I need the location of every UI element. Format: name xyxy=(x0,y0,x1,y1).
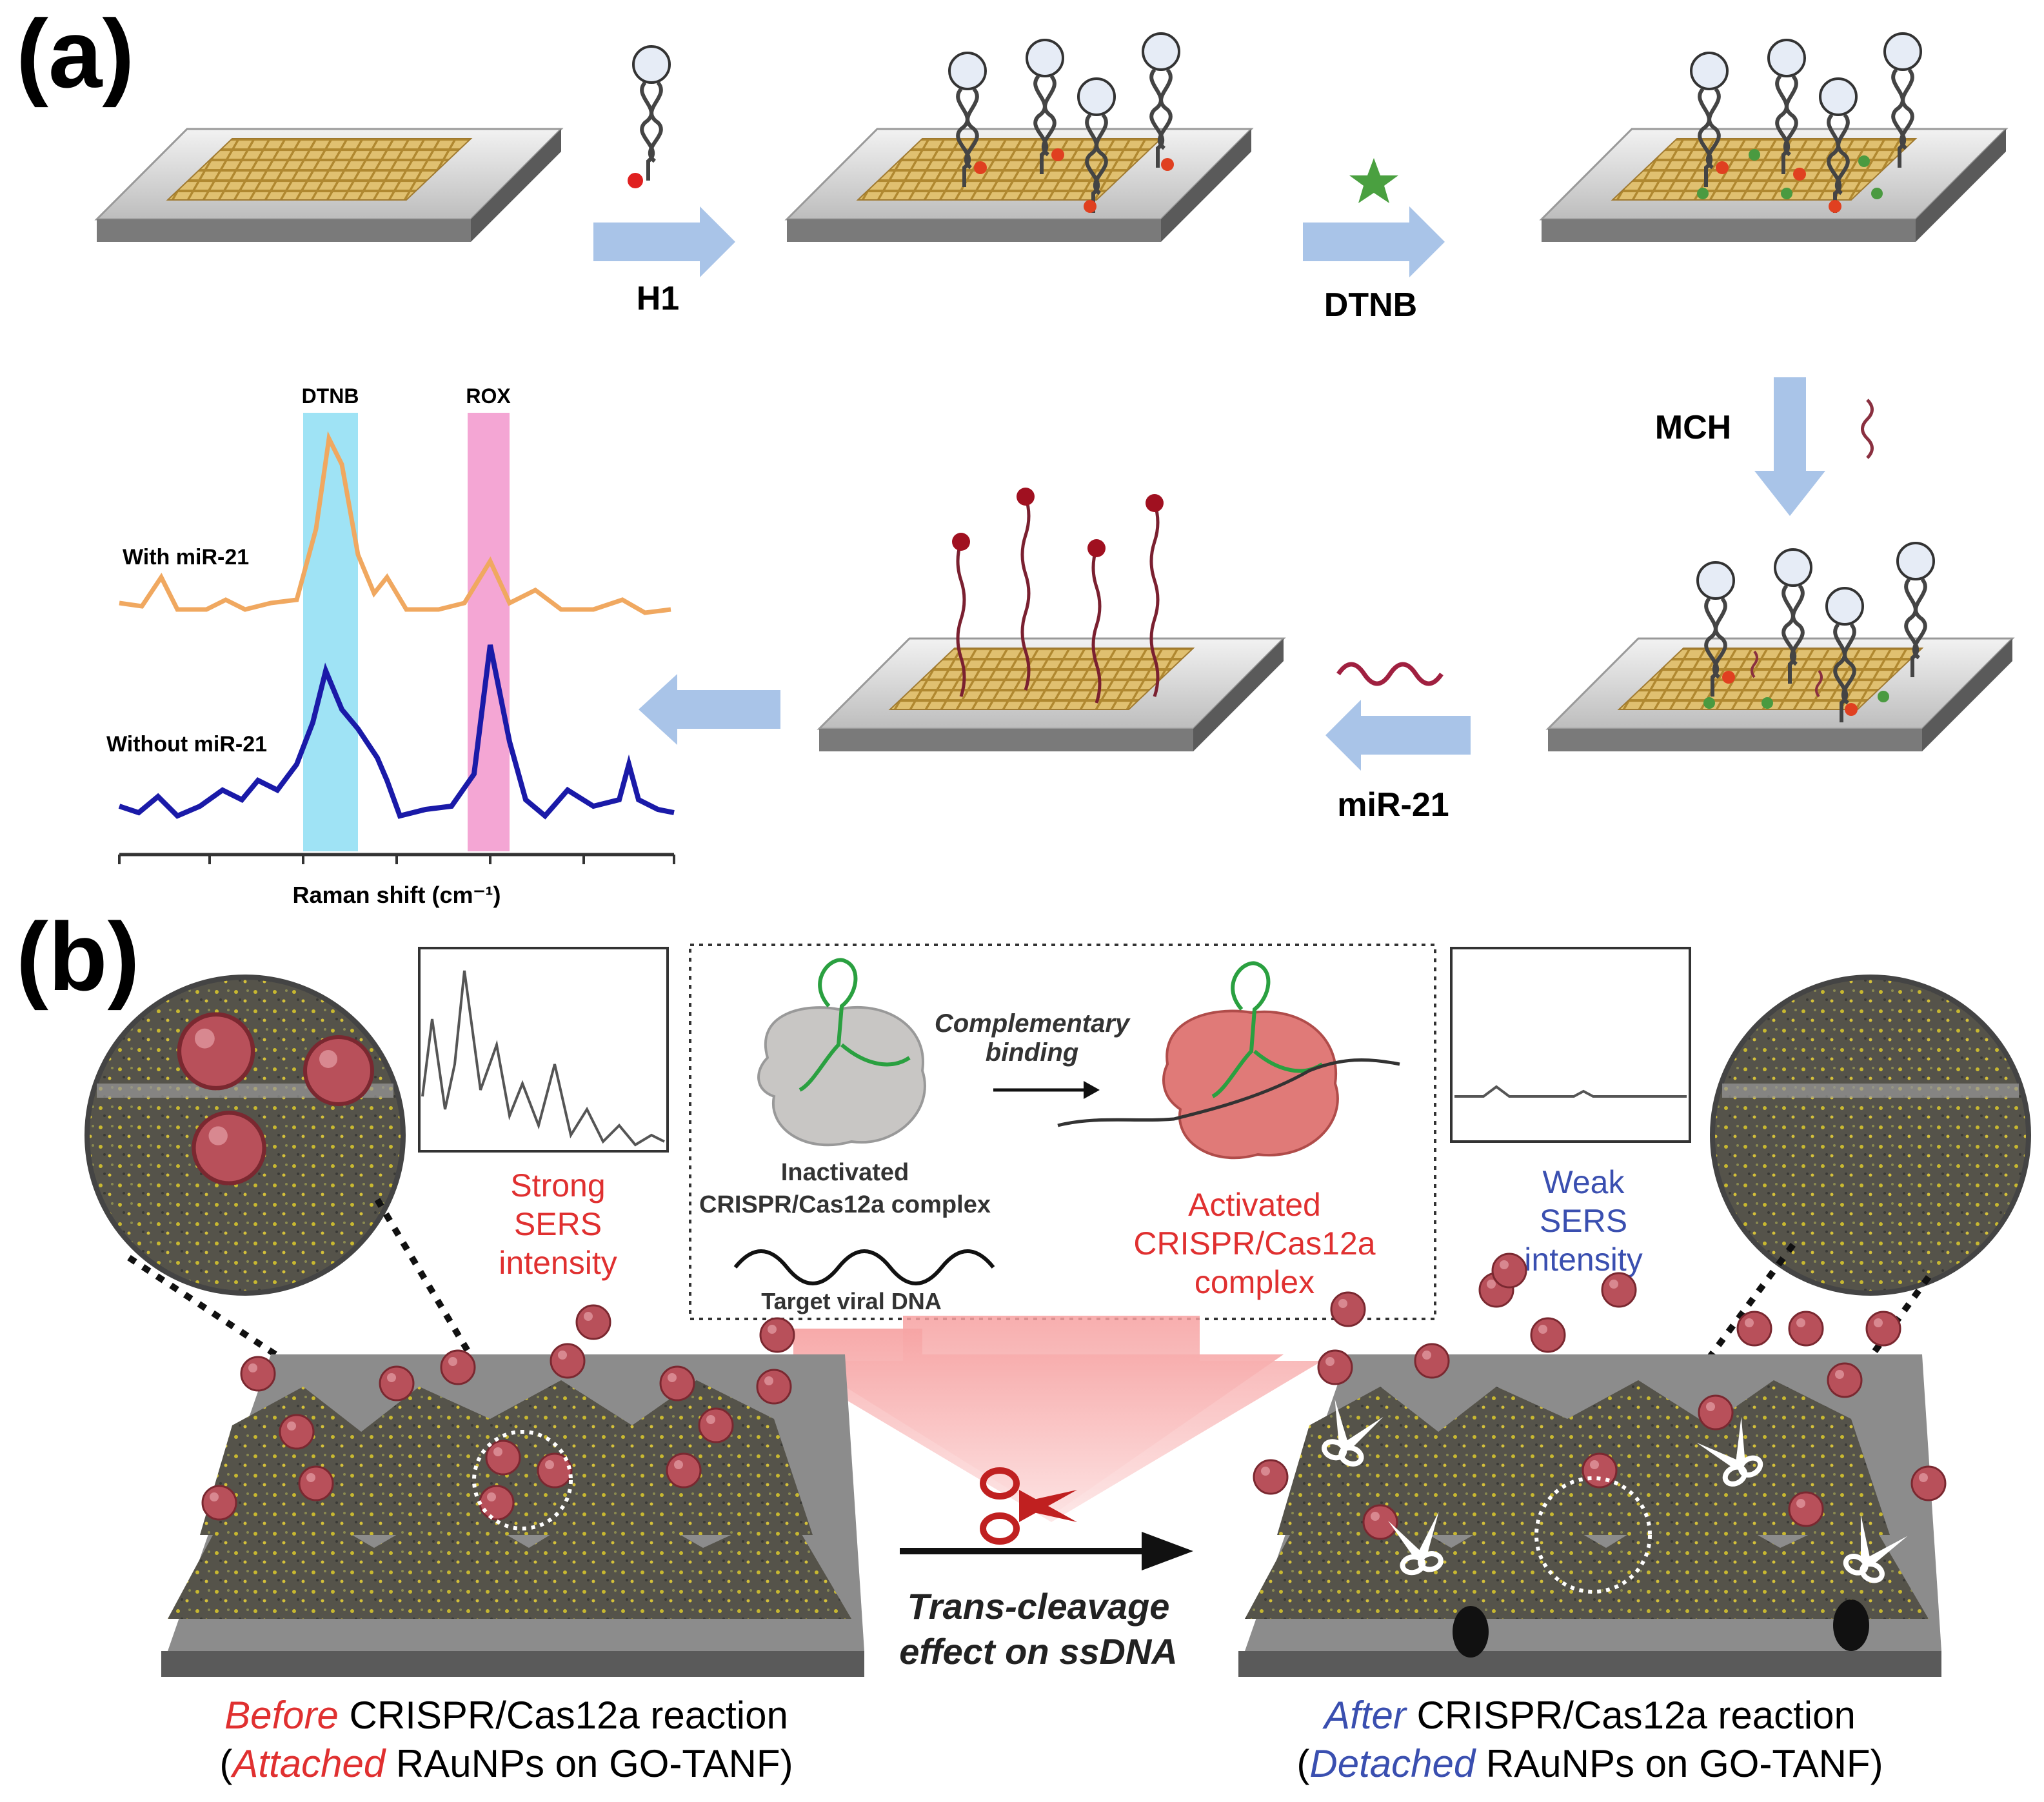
arrow-h1 xyxy=(593,206,735,277)
weak-line-1: Weak xyxy=(1543,1164,1625,1200)
x-axis-label: Raman shift (cm⁻¹) xyxy=(292,882,501,908)
band-label-dtnb: DTNB xyxy=(302,384,359,408)
strong-line-1: Strong xyxy=(510,1167,605,1203)
trans-line-1: Trans-cleavage xyxy=(908,1586,1170,1627)
trace-with-mir21 xyxy=(119,431,671,615)
label-h1: H1 xyxy=(637,280,679,317)
arrow-dtnb xyxy=(1303,206,1445,277)
substrate-duplex xyxy=(818,488,1285,753)
target-dna-label: Target viral DNA xyxy=(761,1288,941,1314)
after-caption-line-2: (Detached RAuNPs on GO-TANF) xyxy=(1296,1742,1883,1785)
weak-line-2: SERS xyxy=(1540,1203,1627,1239)
trans-line-2: effect on ssDNA xyxy=(899,1631,1178,1672)
panel-a-label: (a) xyxy=(16,0,134,108)
substrate-dtnb xyxy=(1540,34,2007,243)
dtnb-star-icon xyxy=(1349,158,1398,203)
trace-without-mir21 xyxy=(118,644,675,820)
mir21-strand-icon xyxy=(1336,662,1444,686)
inactivated-complex-icon xyxy=(757,958,926,1147)
before-caption-line-2: (Attached RAuNPs on GO-TANF) xyxy=(219,1742,793,1785)
raman-spectrum: DTNB ROX With miR-21 Without miR-21 Rama… xyxy=(106,384,675,908)
label-mch: MCH xyxy=(1655,409,1731,446)
substrate-h1 xyxy=(786,34,1253,243)
weak-sers-plot xyxy=(1450,947,1691,1143)
crispr-mechanism-box: Complementary binding Inactivated CRISPR… xyxy=(689,944,1436,1320)
arrow-mir21 xyxy=(1325,700,1471,771)
substrate-mch xyxy=(1547,543,2014,753)
substrate-bare xyxy=(95,128,562,243)
trace-label-without: Without miR-21 xyxy=(106,732,267,757)
label-mir21: miR-21 xyxy=(1337,786,1449,824)
activated-line-3: complex xyxy=(1195,1264,1315,1300)
activated-complex-icon xyxy=(1057,961,1400,1160)
trace-label-with: With miR-21 xyxy=(123,545,249,569)
target-dna-icon xyxy=(733,1249,995,1285)
band-label-rox: ROX xyxy=(466,384,511,408)
scissors-icon xyxy=(980,1467,1077,1545)
activated-line-1: Activated xyxy=(1188,1187,1321,1223)
rox-band xyxy=(468,413,510,851)
mch-molecule-icon xyxy=(1861,399,1874,459)
dtnb-band xyxy=(303,413,358,851)
strong-sers-plot xyxy=(418,947,669,1153)
arrow-to-spectrum xyxy=(639,674,780,745)
substrate-before xyxy=(161,1304,864,1677)
label-dtnb: DTNB xyxy=(1324,286,1417,324)
complementary-line-1: Complementary xyxy=(935,1009,1131,1038)
strong-line-2: SERS xyxy=(514,1206,602,1242)
arrow-mch xyxy=(1754,377,1825,516)
substrate-after xyxy=(1238,1252,1947,1677)
before-caption-line-1: Before CRISPR/Cas12a reaction xyxy=(224,1694,788,1737)
h1-probe-icon xyxy=(628,46,670,188)
activated-line-2: CRISPR/Cas12a xyxy=(1133,1225,1375,1262)
complementary-line-2: binding xyxy=(986,1038,1078,1067)
strong-line-3: intensity xyxy=(499,1245,617,1281)
inactivated-line-2: CRISPR/Cas12a complex xyxy=(699,1191,991,1218)
weak-line-3: intensity xyxy=(1524,1242,1642,1278)
inactivated-line-1: Inactivated xyxy=(781,1159,909,1186)
after-caption-line-1: After CRISPR/Cas12a reaction xyxy=(1322,1694,1856,1737)
panel-b-label: (b) xyxy=(16,902,140,1011)
